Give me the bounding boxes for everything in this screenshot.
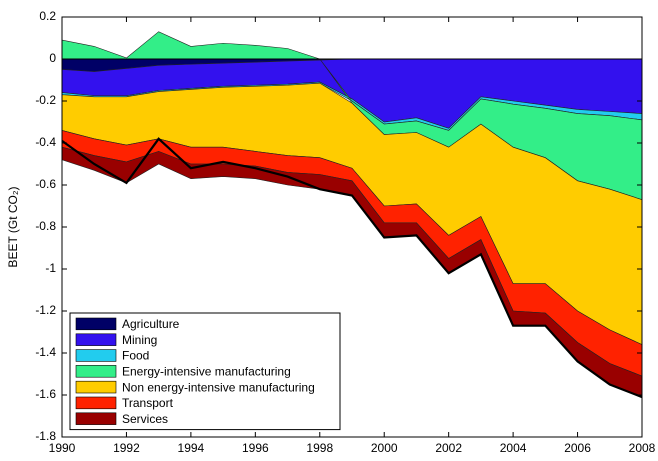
y-tick-label: -0.8 — [35, 219, 56, 233]
legend-swatch — [75, 380, 117, 394]
legend-swatch — [75, 396, 117, 410]
x-tick-label: 1992 — [113, 441, 140, 455]
y-tick-label: -0.2 — [35, 93, 56, 107]
y-tick-label: 0 — [49, 51, 56, 65]
legend-label: Mining — [122, 333, 157, 347]
x-tick-label: 1996 — [242, 441, 269, 455]
net-line — [61, 137, 643, 399]
y-tick-label: -0.6 — [35, 177, 56, 191]
y-axis-label: BEET (Gt CO₂) — [6, 186, 20, 267]
y-tick-label: -1.6 — [35, 387, 56, 401]
legend-label: Food — [122, 349, 149, 363]
y-tick-label: -1.8 — [35, 429, 56, 443]
x-tick-label: 2008 — [629, 441, 656, 455]
y-tick-label: -1.2 — [35, 303, 56, 317]
y-tick-label: -1 — [45, 261, 56, 275]
legend-swatch — [75, 365, 117, 378]
legend-label: Non energy-intensive manufacturing — [122, 380, 315, 394]
legend-swatch — [75, 333, 117, 346]
legend-swatch — [75, 412, 117, 425]
x-tick-label: 2006 — [564, 441, 591, 455]
x-tick-label: 2002 — [435, 441, 462, 455]
x-tick-label: 1998 — [306, 441, 333, 455]
x-tick-label: 1994 — [178, 441, 205, 455]
legend-label: Energy-intensive manufacturing — [122, 364, 291, 378]
y-tick-label: 0.2 — [39, 9, 56, 23]
legend-label: Transport — [122, 396, 174, 410]
legend-swatch — [75, 317, 117, 331]
legend-swatch — [75, 349, 117, 362]
x-tick-label: 1990 — [49, 441, 76, 455]
y-tick-label: -0.4 — [35, 135, 56, 149]
x-tick-label: 2000 — [371, 441, 398, 455]
legend-label: Agriculture — [122, 317, 180, 331]
legend-label: Services — [122, 412, 168, 426]
x-tick-label: 2004 — [500, 441, 527, 455]
y-tick-label: -1.4 — [35, 345, 56, 359]
